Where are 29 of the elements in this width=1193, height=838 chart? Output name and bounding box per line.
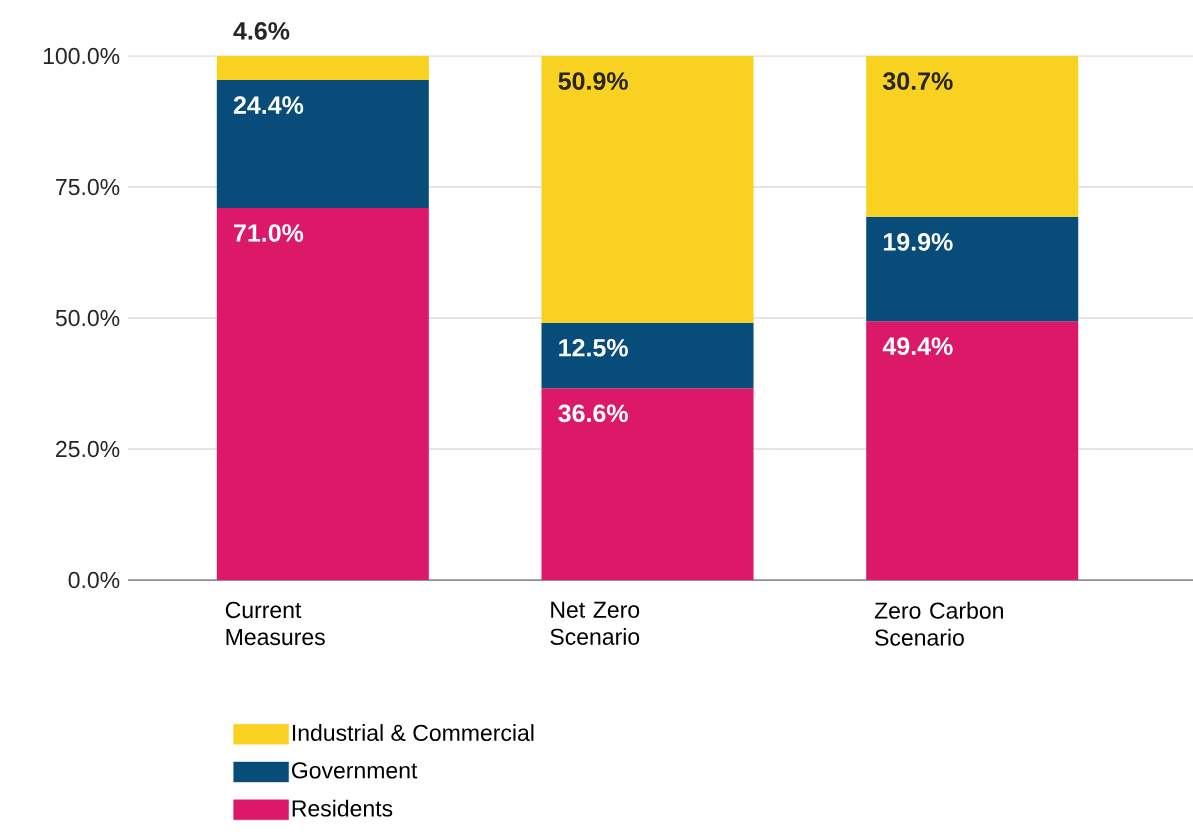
- data-label: 30.7%: [882, 72, 953, 90]
- bar: [216, 55, 429, 81]
- data-label: 36.6%: [558, 404, 628, 423]
- y-tick-label: 25.0%: [56, 440, 120, 458]
- legend-label: Residents: [292, 799, 393, 817]
- bar: [541, 322, 754, 389]
- data-label: 49.4%: [882, 337, 953, 356]
- y-tick-label: 75.0%: [56, 178, 120, 196]
- data-label: 4.6%: [233, 22, 290, 40]
- legend-label: Government: [292, 762, 418, 779]
- x-tick-label: Zero Carbon Scenario: [874, 601, 1003, 646]
- legend-label: Industrial & Commercial: [292, 724, 534, 741]
- data-label: 50.9%: [558, 72, 628, 90]
- bar: [866, 55, 1079, 217]
- x-tick-label: Net Zero Scenario: [550, 601, 640, 645]
- y-tick-label: 0.0%: [68, 571, 120, 589]
- bar: [216, 207, 429, 580]
- bar: [541, 388, 754, 580]
- bar: [866, 321, 1079, 580]
- bar: [541, 55, 754, 323]
- y-tick-label: 100.0%: [43, 47, 120, 65]
- x-tick-label: Current Measures: [225, 601, 325, 646]
- bar: [866, 216, 1079, 322]
- bar: [216, 80, 429, 208]
- data-label: 24.4%: [233, 96, 304, 114]
- data-label: 19.9%: [883, 233, 953, 251]
- data-label: 12.5%: [559, 338, 628, 357]
- y-tick-label: 50.0%: [55, 309, 120, 327]
- data-label: 71.0%: [234, 224, 304, 242]
